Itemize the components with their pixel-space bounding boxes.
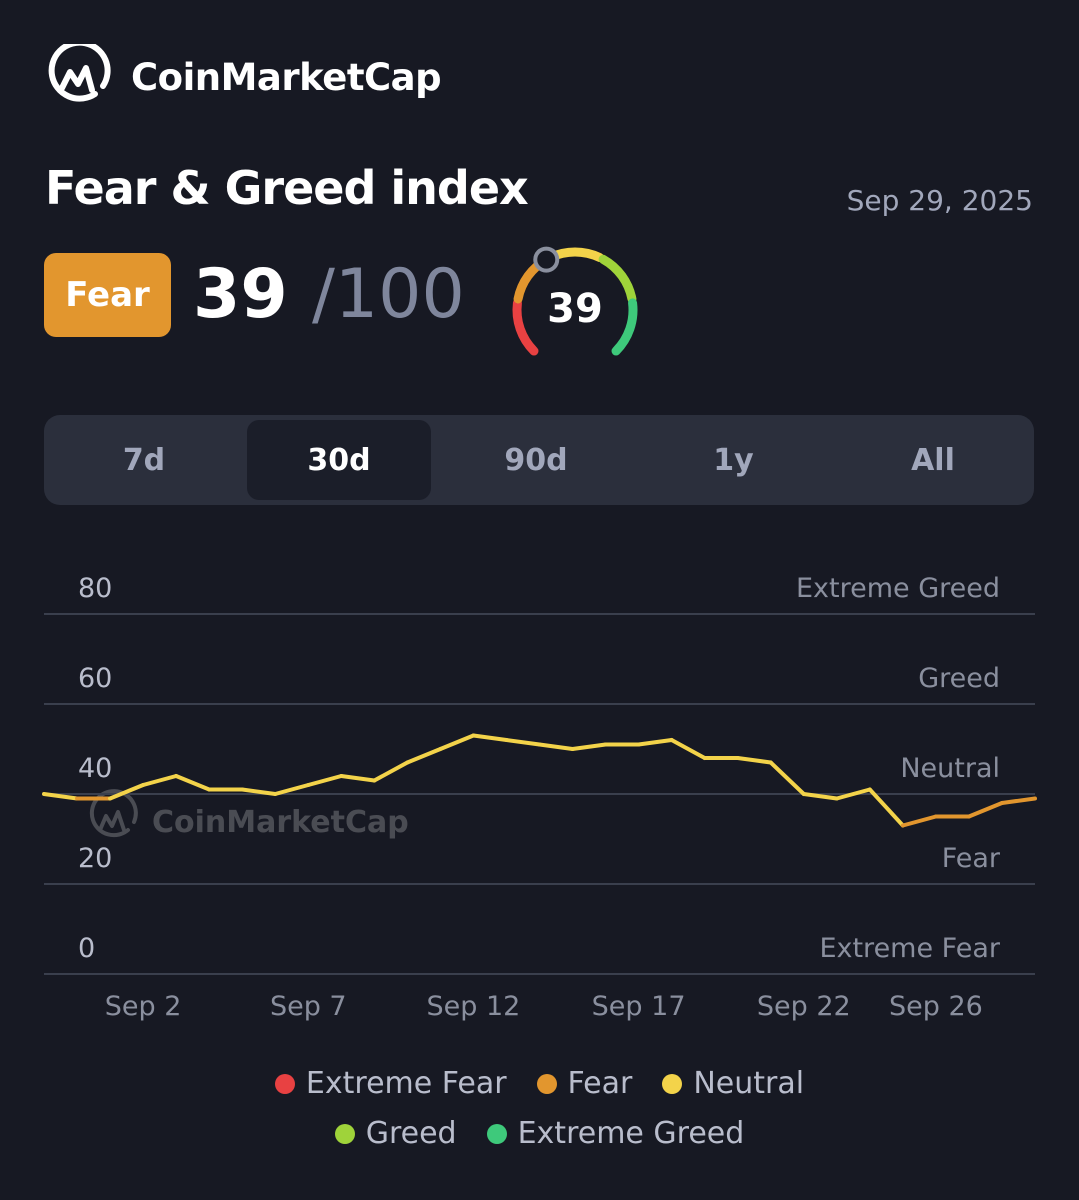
legend-row: Extreme Fear Fear Neutral <box>0 1066 1079 1101</box>
legend-label: Greed <box>365 1116 457 1151</box>
index-date: Sep 29, 2025 <box>846 184 1033 217</box>
legend-dot <box>536 1073 557 1094</box>
y-tick-label: 20 <box>78 843 112 874</box>
series-line-segment <box>471 733 509 742</box>
zone-label: Extreme Greed <box>796 573 1000 604</box>
series-line-segment <box>240 787 278 796</box>
legend-item: Neutral <box>662 1066 804 1101</box>
coinmarketcap-logo-icon <box>48 44 111 102</box>
legend-label: Fear <box>567 1066 633 1101</box>
legend-item: Fear <box>536 1066 633 1101</box>
series-line-segment <box>966 801 1004 819</box>
series-line-segment <box>42 792 80 801</box>
series-line-segment <box>900 814 938 828</box>
tab-90d[interactable]: 90d <box>504 442 568 478</box>
watermark-text: CoinMarketCap <box>152 805 409 840</box>
tab-7d[interactable]: 7d <box>122 442 166 478</box>
zone-label: Fear <box>942 843 1001 874</box>
tab-1y[interactable]: 1y <box>713 442 754 478</box>
series-line-segment <box>669 738 707 760</box>
x-tick-label: Sep 7 <box>270 991 347 1022</box>
series-line-segment <box>735 756 773 765</box>
page-title: Fear & Greed index <box>45 161 529 215</box>
series-line-segment <box>306 774 344 787</box>
legend-label: Extreme Greed <box>517 1116 745 1151</box>
timeframe-tabs: 7d 30d 90d 1y All <box>44 415 1034 505</box>
fear-greed-chart: CoinMarketCap 80 Extreme Greed 60 Greed 40 Neu… <box>42 573 1037 1022</box>
x-tick-label: Sep 17 <box>592 991 686 1022</box>
series-line-segment <box>999 796 1037 805</box>
zone-label: Greed <box>918 663 1000 694</box>
legend-item: Extreme Greed <box>486 1116 745 1151</box>
gauge-indicator <box>533 246 560 273</box>
series-line-segment <box>537 742 575 751</box>
legend-dot <box>274 1073 295 1094</box>
series-line-segment <box>570 742 608 751</box>
legend-dot <box>334 1123 355 1144</box>
gauge-segment <box>611 298 638 356</box>
legend-label: Neutral <box>693 1066 805 1101</box>
sentiment-gauge: 39 <box>512 246 638 356</box>
x-tick-label: Sep 12 <box>427 991 521 1022</box>
brand-logo[interactable]: CoinMarketCap <box>45 44 442 110</box>
x-tick-label: Sep 22 <box>757 991 851 1022</box>
series-line-segment <box>636 738 674 747</box>
legend-item: Extreme Fear <box>274 1066 507 1101</box>
series-line-segment <box>141 774 179 787</box>
series-line-segment <box>339 774 377 783</box>
series-line-segment <box>405 747 443 765</box>
legend-dot <box>486 1123 507 1144</box>
series-line-segment <box>867 787 905 828</box>
zone-label: Neutral <box>900 753 1000 784</box>
gauge-segment <box>512 298 539 356</box>
series-line-segment <box>834 787 872 801</box>
series-line-segment <box>108 783 146 801</box>
brand-name: CoinMarketCap <box>131 55 442 99</box>
series-line-segment <box>801 792 839 801</box>
legend-item: Greed <box>334 1116 457 1151</box>
index-max: /100 <box>312 255 465 334</box>
legend-row: Greed Extreme Greed <box>0 1116 1079 1151</box>
x-tick-label: Sep 2 <box>105 991 182 1022</box>
gauge-segment <box>598 254 637 304</box>
y-tick-label: 0 <box>78 933 95 964</box>
chart-watermark: CoinMarketCap <box>89 789 409 840</box>
sentiment-badge: Fear <box>44 253 171 337</box>
gauge-value: 39 <box>547 286 603 332</box>
tab-all[interactable]: All <box>911 442 955 478</box>
series-line-segment <box>273 783 311 796</box>
tab-30d[interactable]: 30d <box>247 420 431 500</box>
series-line-segment <box>372 760 410 783</box>
legend-label: Extreme Fear <box>305 1066 507 1101</box>
y-tick-label: 80 <box>78 573 112 604</box>
y-tick-label: 60 <box>78 663 112 694</box>
series-line-segment <box>768 760 806 796</box>
series-line-segment <box>504 738 542 747</box>
series-line-segment <box>438 733 476 751</box>
x-tick-label: Sep 26 <box>889 991 983 1022</box>
zone-label: Extreme Fear <box>819 933 1000 964</box>
y-tick-label: 40 <box>78 753 112 784</box>
index-score: 39 <box>193 255 288 334</box>
series-line-segment <box>174 774 212 792</box>
legend-dot <box>662 1073 683 1094</box>
